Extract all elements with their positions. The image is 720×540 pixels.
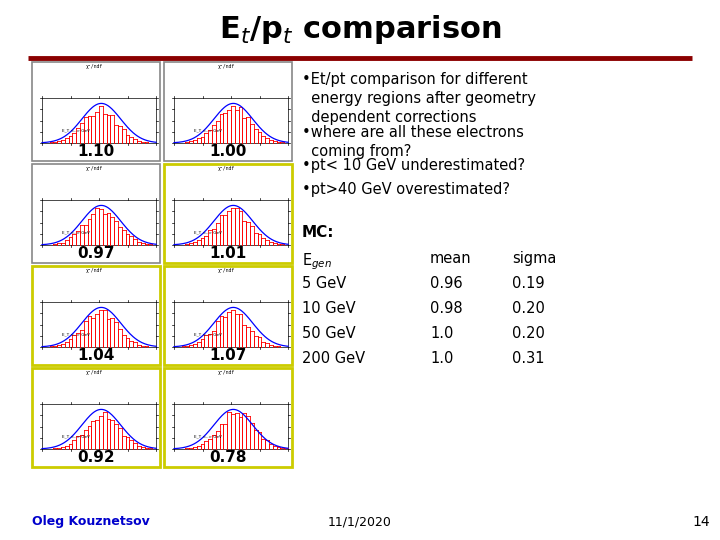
Text: 10 GeV: 10 GeV <box>302 301 356 316</box>
Bar <box>42 302 156 347</box>
Text: 0.20: 0.20 <box>512 326 545 341</box>
Bar <box>174 302 288 347</box>
Bar <box>32 368 160 467</box>
Bar <box>164 368 292 467</box>
Bar <box>32 164 160 263</box>
Text: 1.10: 1.10 <box>77 144 114 159</box>
Text: E_T <..> GeV: E_T <..> GeV <box>194 129 222 132</box>
Text: χ²/ndf: χ²/ndf <box>217 370 235 375</box>
Text: 5 GeV: 5 GeV <box>302 276 346 291</box>
Bar <box>164 164 292 263</box>
Text: Oleg Kouznetsov: Oleg Kouznetsov <box>32 516 150 529</box>
Text: E_T <..> GeV: E_T <..> GeV <box>194 333 222 336</box>
Text: •where are all these electrons
  coming from?: •where are all these electrons coming fr… <box>302 125 524 159</box>
Text: 1.07: 1.07 <box>210 348 247 362</box>
Text: MC:: MC: <box>302 225 335 240</box>
Text: 11/1/2020: 11/1/2020 <box>328 516 392 529</box>
Text: 1.0: 1.0 <box>430 351 454 366</box>
Text: 200 GeV: 200 GeV <box>302 351 365 366</box>
Bar <box>164 62 292 161</box>
Text: 1.0: 1.0 <box>430 326 454 341</box>
Text: 0.78: 0.78 <box>210 449 247 464</box>
Bar <box>32 266 160 365</box>
Bar <box>174 404 288 449</box>
Bar <box>42 98 156 143</box>
Text: •Et/pt comparison for different
  energy regions after geometry
  dependent corr: •Et/pt comparison for different energy r… <box>302 72 536 125</box>
Text: 1.04: 1.04 <box>77 348 114 362</box>
Bar <box>174 98 288 143</box>
Bar <box>42 404 156 449</box>
Text: E_T <..> GeV: E_T <..> GeV <box>62 231 90 234</box>
Text: E$_{gen}$: E$_{gen}$ <box>302 251 332 272</box>
Text: E_T <..> GeV: E_T <..> GeV <box>62 129 90 132</box>
Text: •pt< 10 GeV underestimated?: •pt< 10 GeV underestimated? <box>302 158 525 173</box>
Text: E$_t$/p$_t$ comparison: E$_t$/p$_t$ comparison <box>219 14 501 46</box>
Text: χ²/ndf: χ²/ndf <box>217 64 235 69</box>
Text: •pt>40 GeV overestimated?: •pt>40 GeV overestimated? <box>302 182 510 197</box>
Text: 0.92: 0.92 <box>77 449 114 464</box>
Text: mean: mean <box>430 251 472 266</box>
Text: sigma: sigma <box>512 251 557 266</box>
Text: 0.31: 0.31 <box>512 351 544 366</box>
Text: 1.01: 1.01 <box>210 246 247 260</box>
Bar <box>42 200 156 245</box>
Text: 14: 14 <box>693 515 710 529</box>
Text: 1.00: 1.00 <box>210 144 247 159</box>
Text: χ²/ndf: χ²/ndf <box>86 166 103 171</box>
Text: E_T <..> GeV: E_T <..> GeV <box>194 434 222 438</box>
Text: 0.97: 0.97 <box>77 246 114 260</box>
Bar <box>32 62 160 161</box>
Text: E_T <..> GeV: E_T <..> GeV <box>62 434 90 438</box>
Text: 0.98: 0.98 <box>430 301 463 316</box>
Text: χ²/ndf: χ²/ndf <box>86 370 103 375</box>
Text: E_T <..> GeV: E_T <..> GeV <box>194 231 222 234</box>
Text: χ²/ndf: χ²/ndf <box>86 64 103 69</box>
Text: 0.96: 0.96 <box>430 276 463 291</box>
Text: 0.20: 0.20 <box>512 301 545 316</box>
Bar <box>174 200 288 245</box>
Text: χ²/ndf: χ²/ndf <box>217 268 235 273</box>
Text: E_T <..> GeV: E_T <..> GeV <box>62 333 90 336</box>
Text: χ²/ndf: χ²/ndf <box>86 268 103 273</box>
Text: χ²/ndf: χ²/ndf <box>217 166 235 171</box>
Bar <box>164 266 292 365</box>
Text: 50 GeV: 50 GeV <box>302 326 356 341</box>
Text: 0.19: 0.19 <box>512 276 544 291</box>
